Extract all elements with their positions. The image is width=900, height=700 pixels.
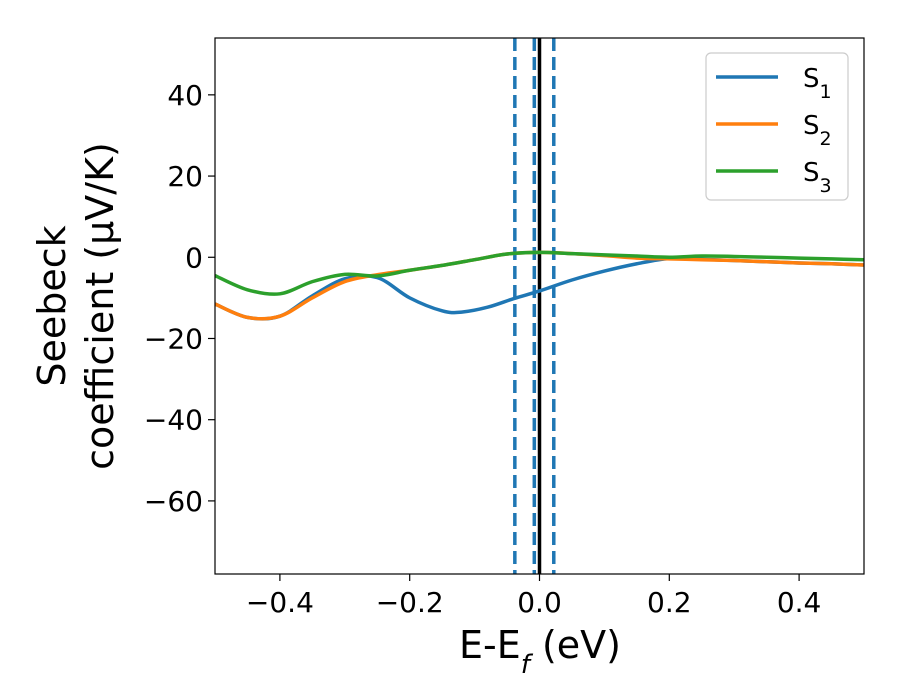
axes: −0.4 −0.2 0.0 0.2 0.4 40 20 0 −20 −40 −60 <box>144 37 865 619</box>
y-axis-title: Seebeck coefficient (μV/K) <box>30 142 122 470</box>
y-tick-label: 20 <box>167 160 203 193</box>
x-tick-label: 0.0 <box>517 586 562 619</box>
series-lines <box>215 250 864 321</box>
legend-label-s1: S1 <box>803 64 832 103</box>
x-axis-title: E-Ef (eV) <box>459 623 621 680</box>
x-tick-label: −0.4 <box>246 586 314 619</box>
legend: S1 S2 S3 <box>705 52 849 201</box>
y-axis-title-line1: Seebeck <box>30 225 74 386</box>
legend-box <box>705 52 849 201</box>
y-tick-label: −40 <box>144 404 203 437</box>
series-line-s3 <box>215 250 864 296</box>
y-axis-title-line2: coefficient (μV/K) <box>78 142 122 470</box>
legend-label-s3: S3 <box>803 158 832 197</box>
legend-label-s2: S2 <box>803 111 832 150</box>
x-tick-label: 0.2 <box>647 586 692 619</box>
vertical-reference-lines <box>513 38 556 574</box>
y-tick-label: 0 <box>185 241 203 274</box>
y-tick-label: −20 <box>144 322 203 355</box>
x-tick-label: 0.4 <box>777 586 822 619</box>
x-tick-label: −0.2 <box>376 586 444 619</box>
y-tick-label: −60 <box>144 485 203 518</box>
y-tick-label: 40 <box>167 79 203 112</box>
